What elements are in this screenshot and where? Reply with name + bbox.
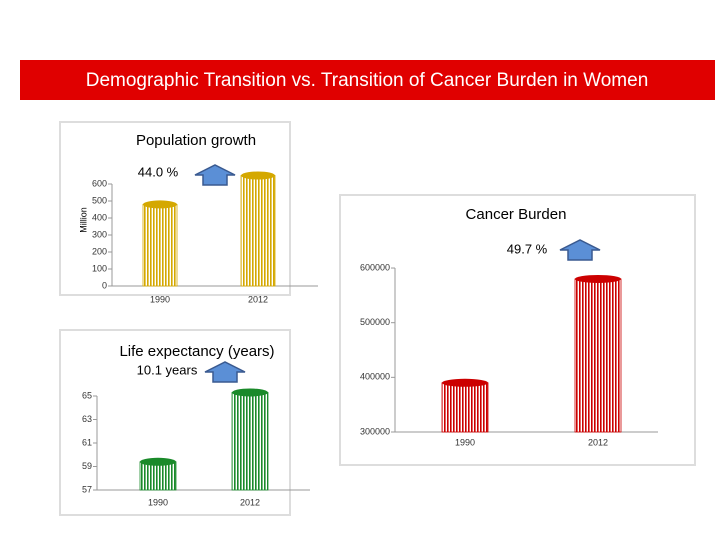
y-tick-label: 63 (82, 414, 92, 424)
x-tick-label: 1990 (455, 437, 475, 447)
bar (139, 461, 177, 491)
bar-top (241, 171, 275, 180)
y-tick-label: 300 (92, 229, 107, 239)
annotation: 10.1 years (137, 362, 198, 377)
y-tick-label: 500000 (360, 317, 390, 327)
y-tick-label: 200 (92, 246, 107, 256)
bar (142, 203, 178, 287)
chart-title: Life expectancy (years) (119, 343, 274, 360)
chart-title: Population growth (136, 132, 256, 149)
y-tick-label: 57 (82, 484, 92, 494)
bar-top (140, 457, 176, 466)
y-tick-label: 600 (92, 178, 107, 188)
chart-frame (339, 194, 696, 466)
x-tick-label: 1990 (148, 497, 168, 507)
bar (574, 278, 622, 433)
y-tick-label: 400 (92, 212, 107, 222)
bar-top (232, 388, 268, 397)
y-tick-label: 0 (102, 280, 107, 290)
bar (240, 175, 276, 287)
y-tick-label: 100 (92, 263, 107, 273)
annotation: 44.0 % (138, 164, 179, 179)
x-tick-label: 2012 (588, 437, 608, 447)
bar (231, 392, 269, 491)
title-banner (20, 60, 715, 100)
x-tick-label: 2012 (240, 497, 260, 507)
x-tick-label: 2012 (248, 294, 268, 304)
up-arrow (559, 239, 601, 261)
chart-title: Cancer Burden (466, 206, 567, 223)
y-tick-label: 500 (92, 195, 107, 205)
up-arrow (204, 361, 246, 383)
y-tick-label: 59 (82, 461, 92, 471)
bar-top (442, 378, 488, 387)
bar (441, 382, 489, 433)
slide-title: Demographic Transition vs. Transition of… (86, 70, 649, 91)
up-arrow (194, 164, 236, 186)
y-axis-label: Million (78, 207, 88, 233)
y-tick-label: 65 (82, 390, 92, 400)
y-tick-label: 300000 (360, 426, 390, 436)
annotation: 49.7 % (507, 241, 548, 256)
y-tick-label: 600000 (360, 262, 390, 272)
y-tick-label: 400000 (360, 372, 390, 382)
bar-top (575, 274, 621, 283)
y-tick-label: 61 (82, 437, 92, 447)
bar-top (143, 200, 177, 209)
x-tick-label: 1990 (150, 294, 170, 304)
